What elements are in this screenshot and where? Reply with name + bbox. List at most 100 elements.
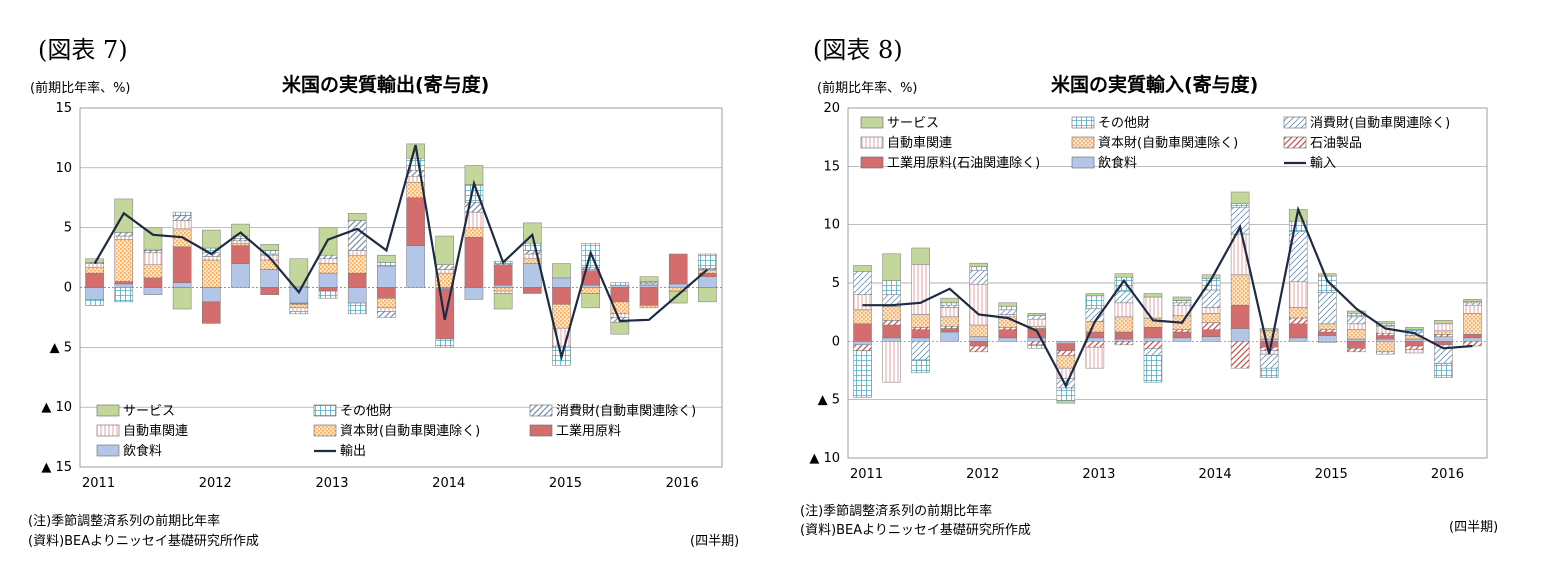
- bar-segment-series-3: [1259, 330, 1279, 340]
- bar-segment-series-0: [668, 283, 688, 288]
- y-tick-label: 5: [832, 276, 840, 291]
- bar-segment-series-1: [1347, 341, 1366, 349]
- x-year-label: 2014: [1199, 467, 1232, 482]
- bar-segment-series-5: [318, 290, 338, 299]
- bar-segment-series-0: [1288, 337, 1308, 342]
- bar-segment-series-2: [289, 304, 309, 309]
- x-year-label: 2015: [1315, 467, 1348, 482]
- bar-segment-series-6: [639, 276, 659, 282]
- bar-segment-series-6: [581, 293, 600, 309]
- bar-segment-series-1: [377, 287, 396, 299]
- bar-segment-series-1: [85, 272, 104, 288]
- bar-segment-series-2: [1172, 329, 1192, 333]
- bar-segment-series-7: [1434, 320, 1453, 325]
- bar-segment-series-5: [1085, 308, 1105, 322]
- bar-segment-series-2: [1056, 350, 1076, 356]
- bar-segment-series-0: [698, 276, 717, 288]
- bar-segment-series-1: [668, 253, 688, 285]
- figure-label: (図表 8): [813, 36, 903, 64]
- bar-segment-series-6: [853, 350, 872, 398]
- bar-segment-series-6: [610, 321, 630, 335]
- bar-segment-series-3: [435, 269, 455, 274]
- bar-segment-series-4: [435, 264, 455, 270]
- bar-segment-series-4: [1317, 341, 1337, 343]
- y-tick-label: 0: [832, 334, 840, 349]
- bar-segment-series-4: [318, 254, 338, 260]
- bar-segment-series-2: [85, 266, 104, 274]
- x-year-label: 2014: [432, 476, 465, 491]
- legend-label-5: 消費財(自動車関連除く): [1310, 116, 1450, 131]
- bar-segment-series-7: [1143, 293, 1163, 298]
- legend-swatch-2: [313, 424, 337, 437]
- bar-segment-series-0: [202, 287, 221, 303]
- bar-segment-series-4: [1085, 346, 1105, 369]
- bar-segment-series-7: [1317, 273, 1337, 277]
- bar-segment-series-6: [940, 302, 959, 306]
- legend-label-4: 消費財(自動車関連除く): [556, 404, 696, 419]
- bar-segment-series-2: [882, 320, 901, 326]
- bar-segment-series-2: [318, 263, 338, 274]
- bar-segment-series-0: [260, 269, 279, 288]
- bar-segment-series-6: [260, 244, 279, 251]
- bar-segment-series-6: [347, 213, 367, 221]
- bar-segment-series-0: [853, 341, 872, 346]
- bar-segment-series-1: [882, 324, 901, 339]
- x-year-label: 2013: [1082, 467, 1115, 482]
- bar-segment-series-3: [172, 220, 192, 230]
- bar-segment-series-6: [668, 290, 688, 304]
- y-tick-label: 0: [64, 281, 72, 296]
- bar-segment-series-1: [639, 287, 659, 306]
- bar-segment-series-1: [143, 277, 163, 288]
- legend-label-7: サービス: [887, 116, 939, 131]
- bar-segment-series-7: [1230, 191, 1250, 204]
- total-line: [862, 205, 1473, 389]
- bar-segment-series-7: [1259, 328, 1279, 332]
- bar-segment-series-3: [853, 309, 872, 325]
- x-year-label: 2013: [315, 476, 348, 491]
- bar-segment-series-7: [882, 253, 901, 281]
- bar-segment-series-1: [1259, 341, 1279, 348]
- bar-segment-series-1: [260, 287, 279, 295]
- bar-segment-series-5: [172, 211, 192, 216]
- bar-segment-series-4: [1114, 302, 1134, 318]
- bar-segment-series-0: [1434, 336, 1453, 342]
- bar-segment-series-4: [1434, 323, 1453, 332]
- legend-label-5: その他財: [340, 404, 392, 419]
- bar-segment-series-6: [1172, 300, 1192, 304]
- y-tick-label: 10: [823, 218, 840, 233]
- bar-segment-series-2: [1434, 334, 1453, 337]
- bar-segment-series-1: [202, 301, 221, 324]
- bar-segment-series-1: [406, 197, 425, 246]
- bar-segment-series-1: [347, 272, 367, 288]
- bar-segment-series-6: [1259, 367, 1279, 378]
- bar-segment-series-6: [1434, 363, 1453, 378]
- bar-segment-series-7: [1172, 296, 1192, 301]
- bar-segment-series-5: [435, 338, 455, 348]
- x-year-label: 2016: [666, 476, 699, 491]
- bar-segment-series-5: [940, 304, 959, 308]
- bar-segment-series-3: [377, 307, 396, 312]
- bar-segment-series-0: [1259, 338, 1279, 342]
- legend-label-2: 資本財(自動車関連除く): [340, 424, 480, 439]
- legend-swatch-5: [1283, 116, 1307, 129]
- x-year-label: 2012: [199, 476, 232, 491]
- bar-segment-series-4: [1463, 304, 1482, 314]
- bar-segment-series-1: [493, 264, 513, 286]
- bar-segment-series-7: [853, 265, 872, 272]
- bar-segment-series-4: [1201, 307, 1221, 314]
- y-tick-label: 20: [823, 101, 840, 116]
- bar-segment-series-2: [202, 259, 221, 288]
- legend-swatch-4: [529, 404, 553, 417]
- bar-segment-series-0: [969, 336, 988, 342]
- bar-segment-series-4: [523, 250, 542, 255]
- bar-segment-series-0: [347, 287, 367, 304]
- bar-segment-series-5: [1172, 302, 1192, 306]
- bar-segment-series-3: [882, 306, 901, 321]
- bar-segment-series-1: [911, 329, 930, 339]
- bar-segment-series-0: [231, 263, 250, 288]
- bar-segment-series-4: [853, 294, 872, 311]
- legend-label-3: 自動車関連: [123, 424, 188, 439]
- bar-segment-series-4: [882, 341, 901, 383]
- bar-segment-series-0: [882, 337, 901, 342]
- bar-segment-series-0: [1114, 338, 1134, 342]
